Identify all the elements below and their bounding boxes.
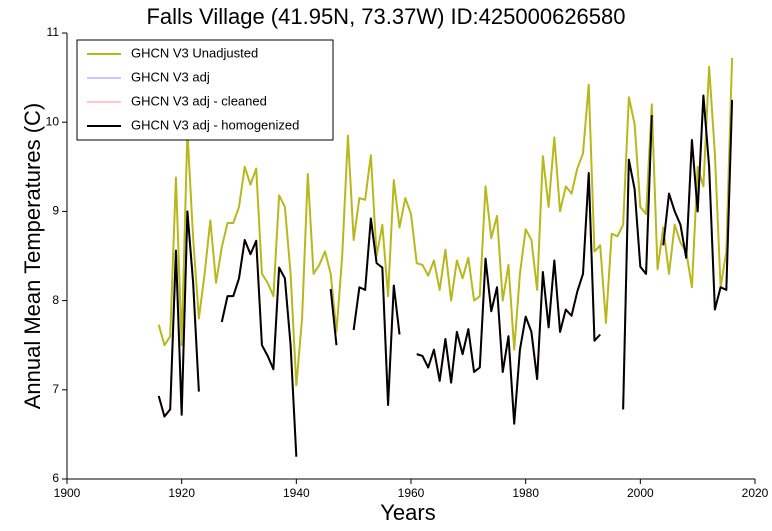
- y-tick-label: 10: [46, 114, 60, 128]
- legend-box: [76, 39, 334, 141]
- y-tick-label: 7: [52, 382, 59, 396]
- x-tick-label: 1900: [54, 486, 81, 500]
- chart-title: Falls Village (41.95N, 73.37W) ID:425000…: [146, 4, 625, 29]
- legend-label: GHCN V3 adj - homogenized: [131, 117, 299, 132]
- legend-label: GHCN V3 adj - cleaned: [131, 93, 267, 108]
- legend-label: GHCN V3 adj: [131, 69, 210, 84]
- y-tick-label: 11: [47, 25, 60, 39]
- y-tick-label: 9: [52, 204, 59, 218]
- y-axis-label: Annual Mean Temperatures (C): [20, 103, 45, 410]
- data-line: [157, 57, 734, 387]
- legend-label: GHCN V3 Unadjusted: [131, 45, 258, 60]
- x-tick-label: 1920: [168, 486, 195, 500]
- x-tick-label: 1960: [398, 486, 425, 500]
- x-axis-label: Years: [380, 500, 435, 525]
- x-tick-label: 2020: [742, 486, 769, 500]
- data-line: [157, 94, 734, 457]
- y-tick-label: 6: [52, 471, 59, 485]
- x-tick-label: 1980: [512, 486, 539, 500]
- data-line: [157, 94, 734, 457]
- y-tick-label: 8: [52, 293, 59, 307]
- x-tick-label: 1940: [283, 486, 310, 500]
- x-tick-label: 2000: [627, 486, 654, 500]
- data-line: [157, 94, 734, 457]
